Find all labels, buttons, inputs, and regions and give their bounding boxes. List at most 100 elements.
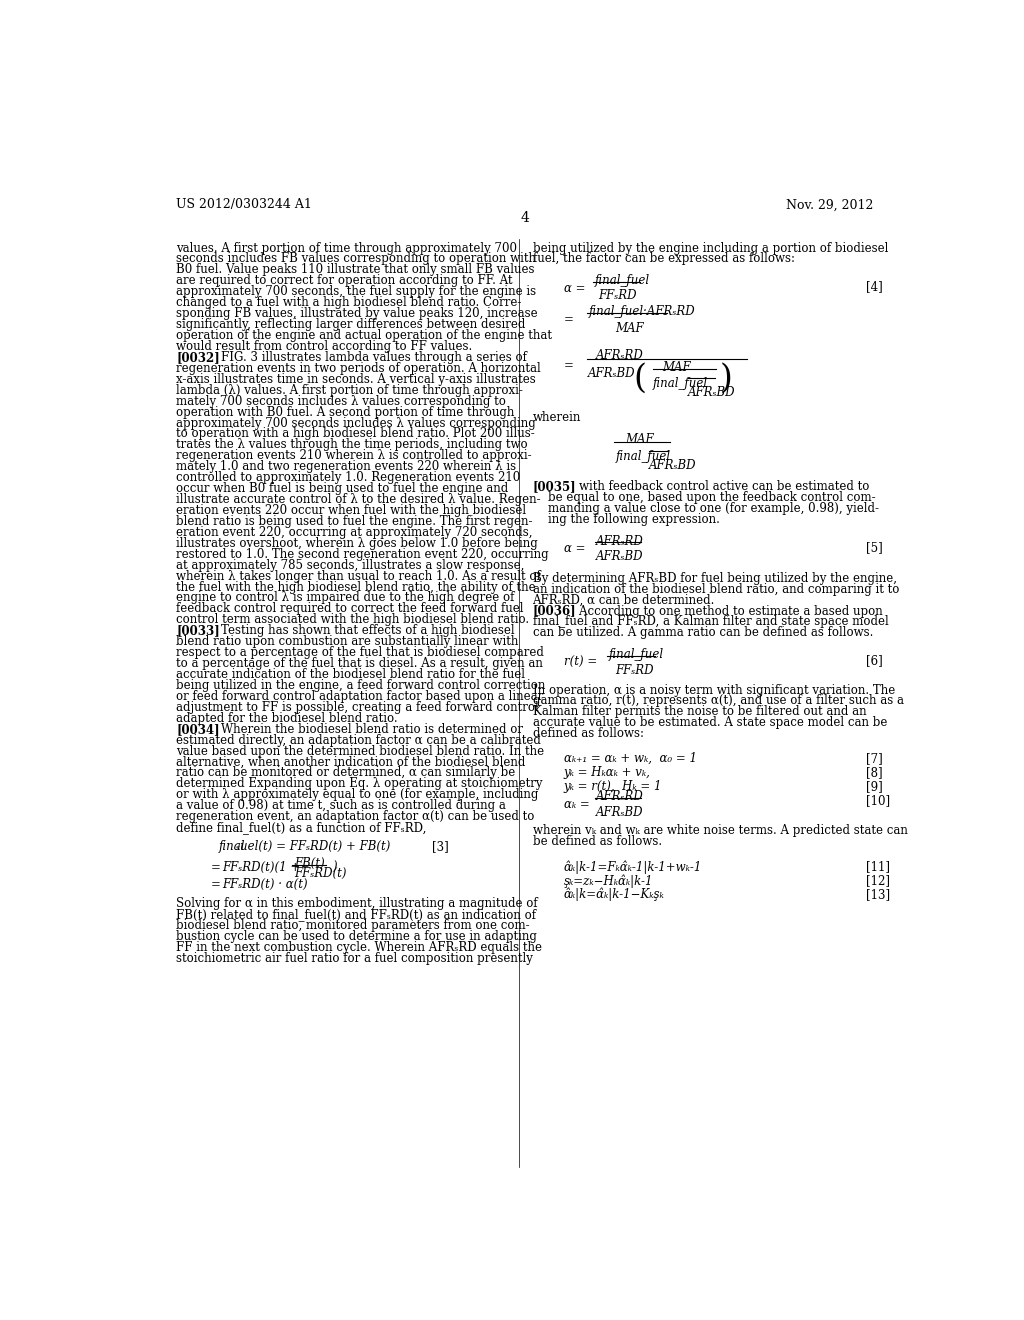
- Text: final_fuel·AFRₛRD: final_fuel·AFRₛRD: [589, 305, 695, 318]
- Text: B0 fuel. Value peaks 110 illustrate that only small FB values: B0 fuel. Value peaks 110 illustrate that…: [176, 264, 535, 276]
- Text: [0035]: [0035]: [532, 480, 577, 494]
- Text: to a percentage of the fuel that is diesel. As a result, given an: to a percentage of the fuel that is dies…: [176, 657, 543, 671]
- Text: yₖ = r(t),  Hₖ = 1: yₖ = r(t), Hₖ = 1: [563, 780, 663, 793]
- Text: fuel, the factor can be expressed as follows:: fuel, the factor can be expressed as fol…: [532, 252, 795, 265]
- Text: changed to a fuel with a high biodiesel blend ratio. Corre-: changed to a fuel with a high biodiesel …: [176, 296, 521, 309]
- Text: AFRₛBD: AFRₛBD: [596, 550, 644, 564]
- Text: In operation, α is a noisy term with significant variation. The: In operation, α is a noisy term with sig…: [532, 684, 895, 697]
- Text: MAF: MAF: [626, 433, 654, 446]
- Text: adapted for the biodiesel blend ratio.: adapted for the biodiesel blend ratio.: [176, 711, 397, 725]
- Text: wherein λ takes longer than usual to reach 1.0. As a result of: wherein λ takes longer than usual to rea…: [176, 570, 541, 582]
- Text: to operation with a high biodiesel blend ratio. Plot 200 illus-: to operation with a high biodiesel blend…: [176, 428, 535, 441]
- Text: stoichiometric air fuel ratio for a fuel composition presently: stoichiometric air fuel ratio for a fuel…: [176, 952, 532, 965]
- Text: operation with B0 fuel. A second portion of time through: operation with B0 fuel. A second portion…: [176, 405, 514, 418]
- Text: Testing has shown that effects of a high biodiesel: Testing has shown that effects of a high…: [206, 624, 514, 638]
- Text: ₛuel(t) = FFₛRD(t) + FB(t): ₛuel(t) = FFₛRD(t) + FB(t): [237, 840, 391, 853]
- Text: engine to control λ is impaired due to the high degree of: engine to control λ is impaired due to t…: [176, 591, 514, 605]
- Text: According to one method to estimate a based upon: According to one method to estimate a ba…: [563, 605, 883, 618]
- Text: FB(t) related to final_fuel(t) and FFₛRD(t) as an indication of: FB(t) related to final_fuel(t) and FFₛRD…: [176, 908, 536, 921]
- Text: ): ): [332, 861, 337, 874]
- Text: [0034]: [0034]: [176, 722, 220, 735]
- Text: [11]: [11]: [866, 861, 890, 873]
- Text: ): ): [720, 363, 733, 395]
- Text: illustrate accurate control of λ to the desired λ value. Regen-: illustrate accurate control of λ to the …: [176, 494, 541, 506]
- Text: AFRₛRD: AFRₛRD: [596, 350, 644, 363]
- Text: final_fuel and FFₛRD, a Kalman filter and state space model: final_fuel and FFₛRD, a Kalman filter an…: [532, 615, 888, 628]
- Text: [0036]: [0036]: [532, 605, 577, 618]
- Text: lambda (λ) values. A first portion of time through approxi-: lambda (λ) values. A first portion of ti…: [176, 384, 523, 397]
- Text: [10]: [10]: [866, 793, 890, 807]
- Text: [4]: [4]: [866, 280, 883, 293]
- Text: values. A first portion of time through approximately 700: values. A first portion of time through …: [176, 242, 517, 255]
- Text: AFRₛRD: AFRₛRD: [596, 535, 644, 548]
- Text: wherein: wherein: [532, 411, 581, 424]
- Text: FIG. 3 illustrates lambda values through a series of: FIG. 3 illustrates lambda values through…: [206, 351, 526, 364]
- Text: ratio can be monitored or determined, α can similarly be: ratio can be monitored or determined, α …: [176, 767, 515, 779]
- Text: can be utilized. A gamma ratio can be defined as follows.: can be utilized. A gamma ratio can be de…: [532, 627, 872, 639]
- Text: wherein vₖ and wₖ are white noise terms. A predicted state can: wherein vₖ and wₖ are white noise terms.…: [532, 825, 907, 837]
- Text: final_fuel: final_fuel: [595, 275, 649, 286]
- Text: AFRₛBD: AFRₛBD: [596, 807, 644, 818]
- Text: AFRₛBD: AFRₛBD: [589, 367, 636, 380]
- Text: FFₛRD(t)(1 +: FFₛRD(t)(1 +: [222, 861, 301, 874]
- Text: [9]: [9]: [866, 780, 883, 793]
- Text: mately 700 seconds includes λ values corresponding to: mately 700 seconds includes λ values cor…: [176, 395, 506, 408]
- Text: ing the following expression.: ing the following expression.: [532, 513, 720, 527]
- Text: blend ratio upon combustion are substantially linear with: blend ratio upon combustion are substant…: [176, 635, 518, 648]
- Text: mately 1.0 and two regeneration events 220 wherein λ is: mately 1.0 and two regeneration events 2…: [176, 461, 516, 474]
- Text: final: final: [219, 840, 245, 853]
- Text: FFₛRD(t) · α(t): FFₛRD(t) · α(t): [222, 878, 308, 891]
- Text: [0032]: [0032]: [176, 351, 220, 364]
- Text: controlled to approximately 1.0. Regeneration events 210: controlled to approximately 1.0. Regener…: [176, 471, 520, 484]
- Text: şₖ=zₖ−Hₖα̂ₖ|k-1: şₖ=zₖ−Hₖα̂ₖ|k-1: [563, 874, 653, 887]
- Text: Kalman filter permits the noise to be filtered out and an: Kalman filter permits the noise to be fi…: [532, 705, 866, 718]
- Text: x-axis illustrates time in seconds. A vertical y-axis illustrates: x-axis illustrates time in seconds. A ve…: [176, 372, 536, 385]
- Text: α̂ₖ|k=α̂ₖ|k-1−Kₖşₖ: α̂ₖ|k=α̂ₖ|k-1−Kₖşₖ: [563, 888, 665, 902]
- Text: yₖ = Hₖαₖ + vₖ,: yₖ = Hₖαₖ + vₖ,: [563, 766, 650, 779]
- Text: would result from control according to FF values.: would result from control according to F…: [176, 341, 472, 352]
- Text: US 2012/0303244 A1: US 2012/0303244 A1: [176, 198, 312, 211]
- Text: or feed forward control adaptation factor based upon a linear: or feed forward control adaptation facto…: [176, 690, 544, 702]
- Text: 4: 4: [520, 211, 529, 224]
- Text: approximately 700 seconds includes λ values corresponding: approximately 700 seconds includes λ val…: [176, 417, 536, 429]
- Text: control term associated with the high biodiesel blend ratio.: control term associated with the high bi…: [176, 614, 529, 626]
- Text: MAF: MAF: [615, 322, 644, 335]
- Text: occur when B0 fuel is being used to fuel the engine and: occur when B0 fuel is being used to fuel…: [176, 482, 508, 495]
- Text: estimated directly, an adaptation factor α can be a calibrated: estimated directly, an adaptation factor…: [176, 734, 541, 747]
- Text: being utilized by the engine including a portion of biodiesel: being utilized by the engine including a…: [532, 242, 888, 255]
- Text: regeneration events in two periods of operation. A horizontal: regeneration events in two periods of op…: [176, 362, 541, 375]
- Text: FFₛRD: FFₛRD: [614, 664, 653, 677]
- Text: bustion cycle can be used to determine a for use in adapting: bustion cycle can be used to determine a…: [176, 931, 537, 944]
- Text: biodiesel blend ratio, monitored parameters from one com-: biodiesel blend ratio, monitored paramet…: [176, 919, 529, 932]
- Text: an indication of the biodiesel blend ratio, and comparing it to: an indication of the biodiesel blend rat…: [532, 582, 899, 595]
- Text: with feedback control active can be estimated to: with feedback control active can be esti…: [563, 480, 869, 494]
- Text: [12]: [12]: [866, 874, 890, 887]
- Text: FFₛRD(t): FFₛRD(t): [294, 867, 346, 880]
- Text: α̂ₖ|k-1=Fₖα̂ₖ-1|k-1+wₖ-1: α̂ₖ|k-1=Fₖα̂ₖ-1|k-1+wₖ-1: [563, 861, 701, 874]
- Text: =: =: [563, 359, 573, 372]
- Text: [8]: [8]: [866, 766, 883, 779]
- Text: MAF: MAF: [662, 360, 690, 374]
- Text: final_fuel: final_fuel: [652, 378, 708, 391]
- Text: α =: α =: [563, 543, 585, 556]
- Text: accurate indication of the biodiesel blend ratio for the fuel: accurate indication of the biodiesel ble…: [176, 668, 525, 681]
- Text: operation of the engine and actual operation of the engine that: operation of the engine and actual opera…: [176, 329, 552, 342]
- Text: significantly, reflecting larger differences between desired: significantly, reflecting larger differe…: [176, 318, 525, 331]
- Text: r(t) =: r(t) =: [563, 656, 597, 669]
- Text: final_fuel: final_fuel: [615, 450, 671, 463]
- Text: alternative, when another indication of the biodiesel blend: alternative, when another indication of …: [176, 755, 525, 768]
- Text: value based upon the determined biodiesel blend ratio. In the: value based upon the determined biodiese…: [176, 744, 544, 758]
- Text: sponding FB values, illustrated by value peaks 120, increase: sponding FB values, illustrated by value…: [176, 308, 538, 321]
- Text: FFₛRD: FFₛRD: [598, 289, 637, 302]
- Text: approximately 700 seconds, the fuel supply for the engine is: approximately 700 seconds, the fuel supp…: [176, 285, 537, 298]
- Text: αₖ =: αₖ =: [563, 797, 589, 810]
- Text: determined Expanding upon Eq. λ operating at stoichiometry: determined Expanding upon Eq. λ operatin…: [176, 777, 543, 791]
- Text: at approximately 785 seconds, illustrates a slow response,: at approximately 785 seconds, illustrate…: [176, 558, 524, 572]
- Text: [5]: [5]: [866, 541, 883, 554]
- Text: eration event 220, occurring at approximately 720 seconds,: eration event 220, occurring at approxim…: [176, 525, 532, 539]
- Text: =: =: [563, 313, 573, 326]
- Text: the fuel with the high biodiesel blend ratio, the ability of the: the fuel with the high biodiesel blend r…: [176, 581, 536, 594]
- Text: restored to 1.0. The second regeneration event 220, occurring: restored to 1.0. The second regeneration…: [176, 548, 549, 561]
- Text: be equal to one, based upon the feedback control com-: be equal to one, based upon the feedback…: [532, 491, 876, 504]
- Text: By determining AFRₛBD for fuel being utilized by the engine,: By determining AFRₛBD for fuel being uti…: [532, 572, 897, 585]
